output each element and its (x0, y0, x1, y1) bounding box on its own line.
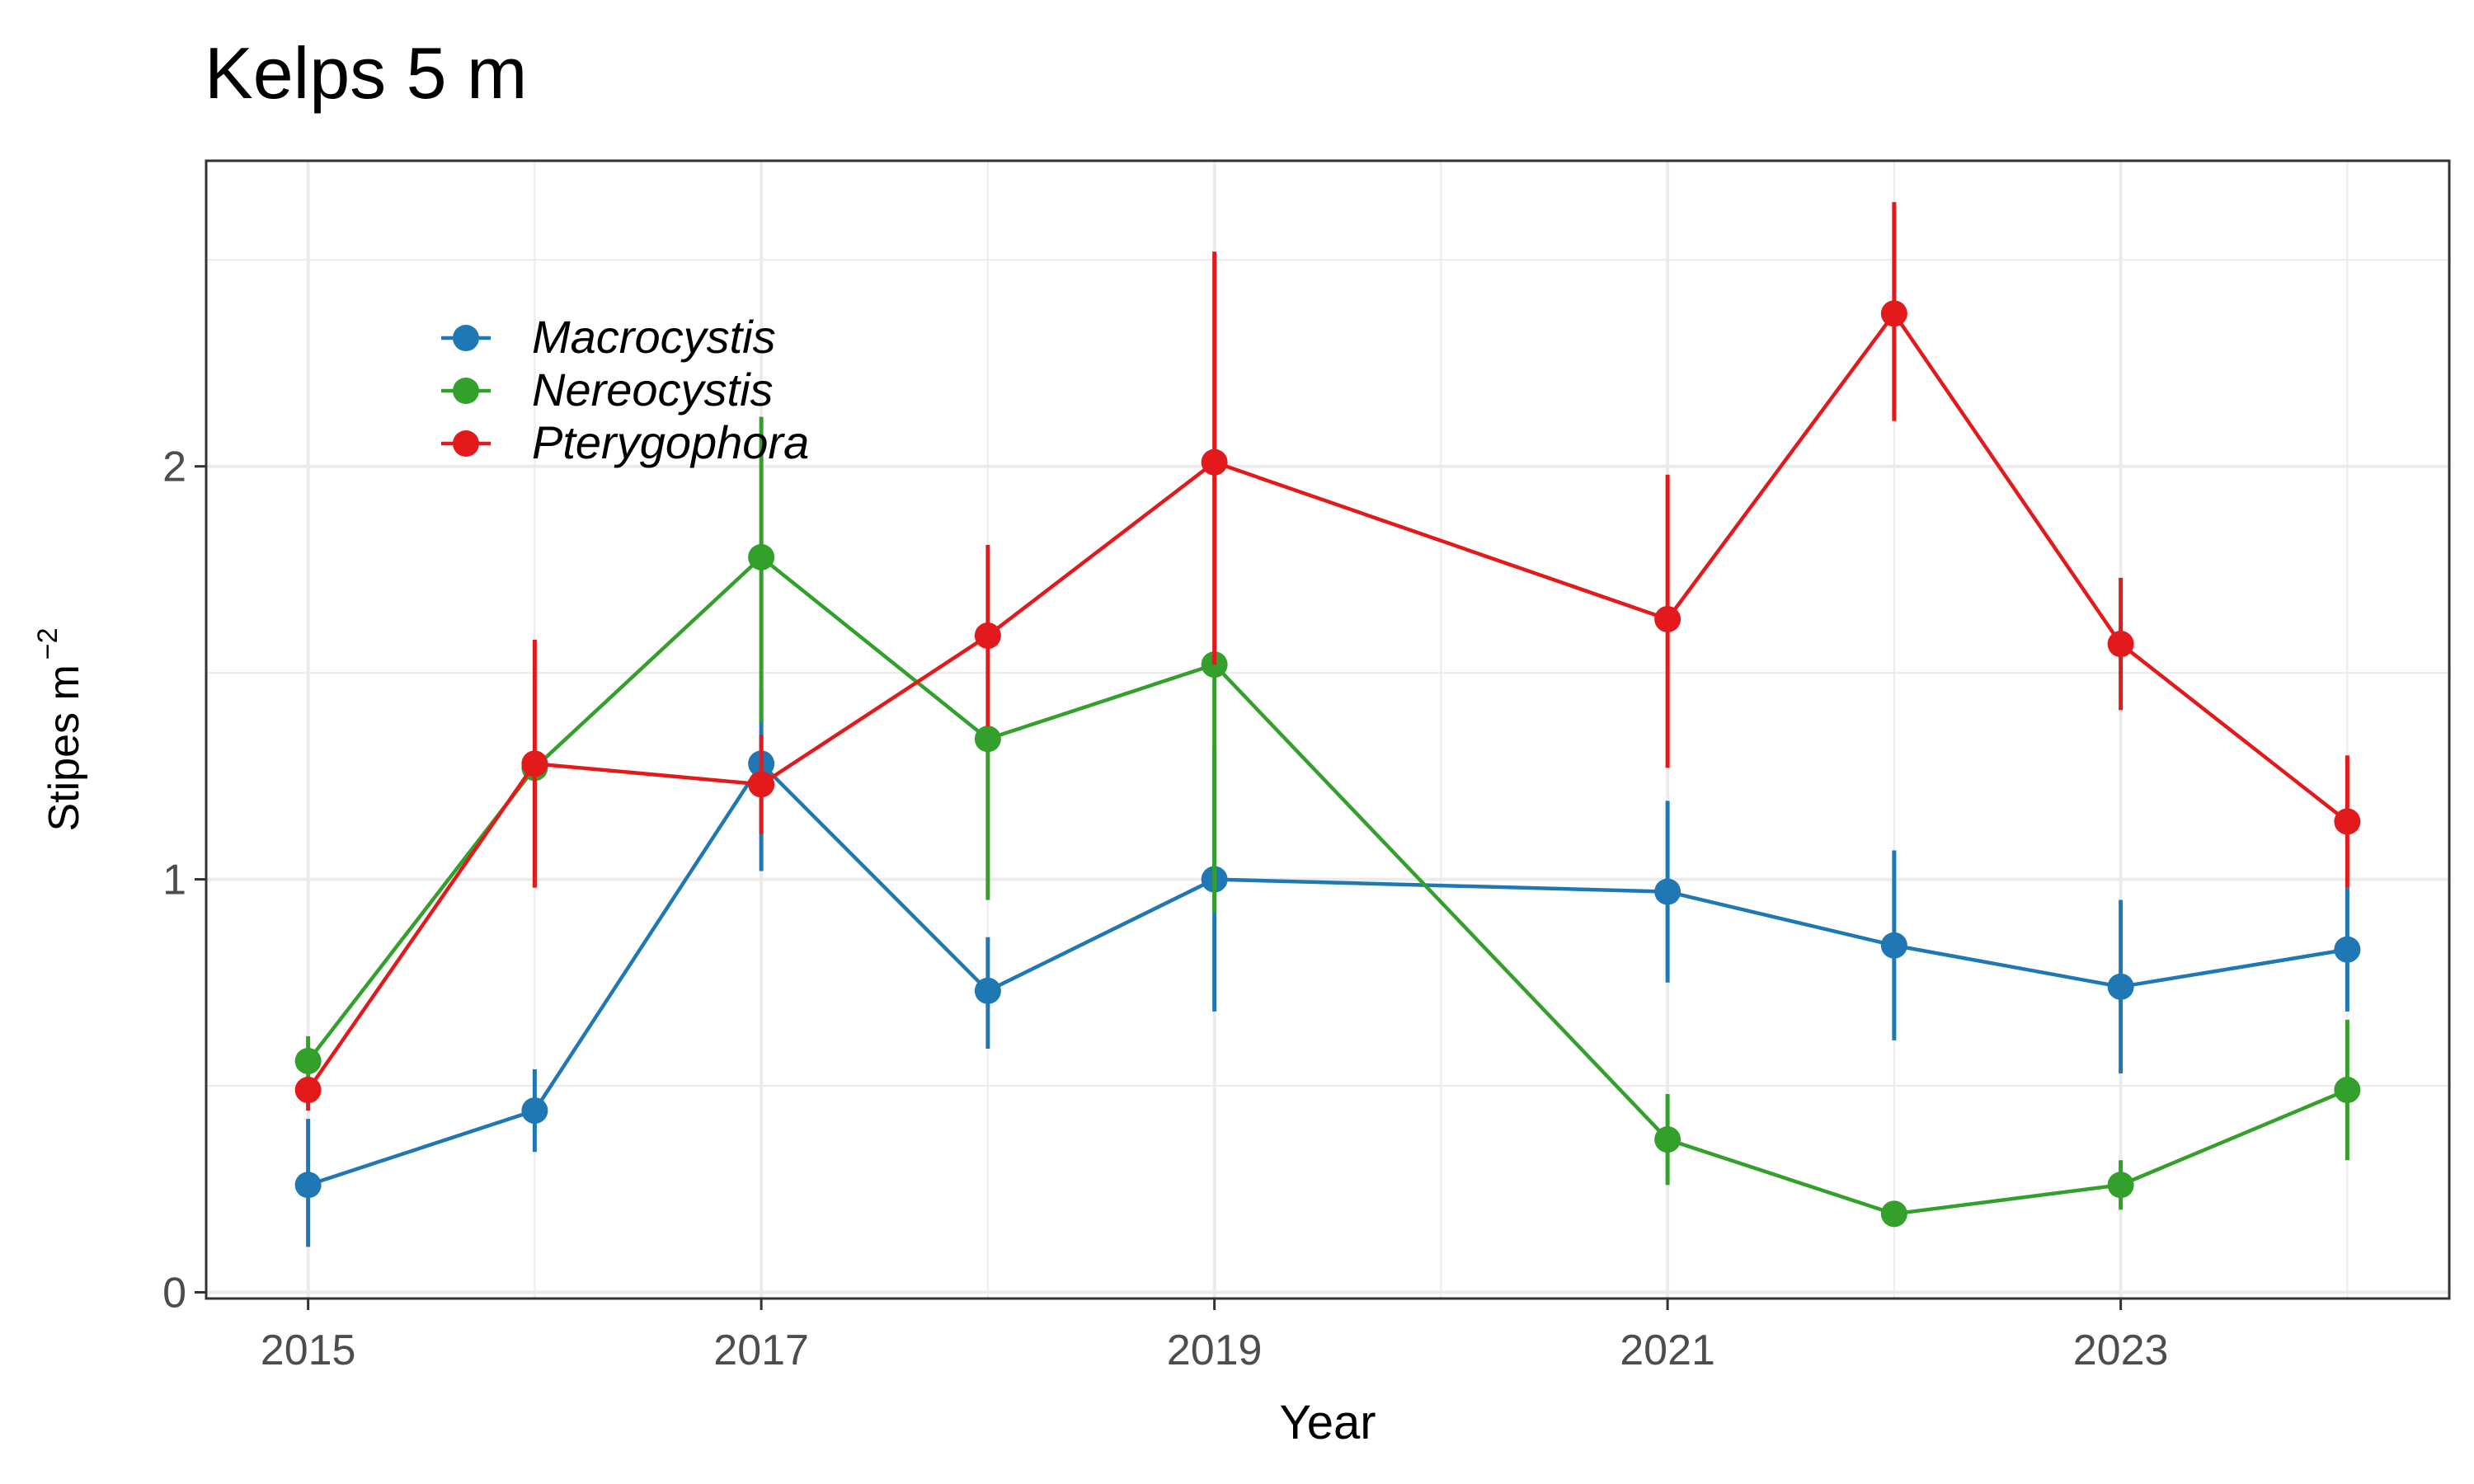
legend-marker (453, 325, 479, 351)
legend-item-macrocystis: Macrocystis (441, 311, 776, 363)
data-point (294, 1077, 322, 1104)
legend-label: Macrocystis (532, 311, 776, 363)
data-point (748, 771, 775, 798)
x-tick-label: 2023 (2073, 1327, 2169, 1374)
x-tick-label: 2021 (1620, 1327, 1715, 1374)
y-axis-label-text: Stipes m (40, 665, 88, 831)
plot-background (206, 161, 2449, 1298)
data-point (1201, 448, 1228, 476)
data-point (1880, 1200, 1907, 1228)
data-point (2107, 631, 2134, 658)
data-point (294, 1047, 322, 1074)
data-point (521, 1097, 548, 1125)
data-point (2107, 973, 2134, 1000)
data-point (2107, 1172, 2134, 1199)
series-pterygophora (294, 202, 2361, 1111)
x-tick-label: 2019 (1167, 1327, 1263, 1374)
data-point (2334, 1077, 2361, 1104)
y-axis-label: Stipes m −2 (32, 627, 88, 831)
chart-title: Kelps 5 m (205, 32, 528, 114)
data-point (294, 1172, 322, 1199)
legend-label: Nereocystis (532, 364, 774, 416)
data-point (1880, 300, 1907, 327)
x-axis-label: Year (1279, 1396, 1376, 1449)
y-tick-label: 1 (162, 857, 186, 904)
legend-item-pterygophora: Pterygophora (441, 416, 809, 468)
data-point (1654, 606, 1681, 633)
data-point (2334, 936, 2361, 963)
grid-minor (206, 161, 2449, 1298)
data-point (1654, 878, 1681, 905)
plot-border (205, 159, 2451, 1300)
data-point (974, 726, 1001, 753)
data-point (974, 977, 1001, 1004)
y-axis-label-superscript: −2 (32, 627, 63, 660)
y-tick-label: 0 (162, 1269, 186, 1317)
legend-item-nereocystis: Nereocystis (441, 364, 774, 416)
data-point (521, 750, 548, 777)
data-point (1880, 932, 1907, 959)
axes: 2015 2017 2019 2021 2023 0 1 2 (162, 444, 2168, 1374)
y-tick-label: 2 (162, 444, 186, 491)
legend-marker (453, 430, 479, 457)
legend-marker (453, 378, 479, 404)
x-tick-label: 2017 (713, 1327, 809, 1374)
data-point (748, 543, 775, 571)
y-axis-label-group: Stipes m −2 (32, 627, 88, 831)
data-point (1654, 1126, 1681, 1153)
x-tick-label: 2015 (261, 1327, 356, 1374)
data-point (974, 622, 1001, 650)
legend-label: Pterygophora (532, 416, 809, 468)
series-layer (294, 202, 2361, 1247)
data-point (2334, 808, 2361, 835)
